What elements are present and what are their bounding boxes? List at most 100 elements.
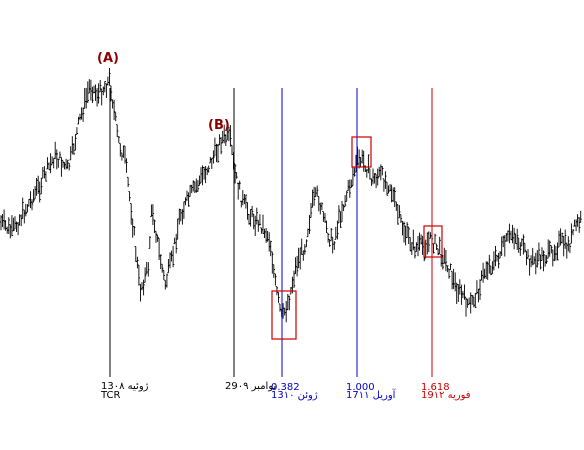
- ohlc-bar: [531, 247, 534, 266]
- ohlc-bar: [537, 242, 541, 262]
- ohlc-bar: [519, 242, 522, 256]
- ohlc-bar: [216, 143, 220, 163]
- ohlc-bar: [30, 199, 34, 211]
- ohlc-bar: [112, 99, 116, 121]
- ohlc-bar: [40, 177, 43, 195]
- ohlc-bar: [357, 149, 361, 169]
- ohlc-bar: [312, 186, 316, 206]
- ohlc-bar: [418, 232, 421, 251]
- ohlc-bar: [64, 158, 68, 170]
- ohlc-bar: [238, 180, 241, 190]
- ohlc-bar: [390, 184, 393, 203]
- ohlc-bar: [114, 112, 117, 122]
- ohlc-bar: [457, 284, 460, 302]
- ohlc-bar: [4, 220, 7, 231]
- ohlc-bar: [475, 280, 479, 295]
- ohlc-bar: [38, 181, 41, 203]
- ohlc-bar: [91, 86, 94, 103]
- ohlc-bar: [429, 232, 432, 239]
- ohlc-bar: [159, 254, 162, 270]
- ohlc-bar: [41, 167, 44, 179]
- ohlc-bar: [348, 179, 351, 198]
- ohlc-bar: [143, 267, 147, 283]
- ohlc-bar: [426, 232, 429, 255]
- ohlc-bar: [153, 219, 156, 233]
- fibonacci-time-lines: [109, 88, 433, 377]
- ohlc-bar: [140, 282, 144, 291]
- ohlc-bar: [550, 245, 553, 254]
- ohlc-bar: [343, 195, 347, 207]
- ohlc-bar: [328, 239, 331, 247]
- ohlc-bar: [542, 250, 545, 272]
- ohlc-bar: [576, 214, 579, 227]
- ohlc-bar: [424, 239, 427, 259]
- ohlc-bar: [260, 227, 263, 234]
- ohlc-bar: [201, 165, 204, 186]
- ohlc-bar: [300, 238, 303, 255]
- ohlc-bar: [378, 166, 381, 178]
- ohlc-bar: [105, 83, 108, 98]
- ohlc-bar: [252, 213, 255, 230]
- ohlc-bar: [449, 263, 452, 271]
- ohlc-bar: [212, 150, 215, 164]
- ohlc-bar: [184, 197, 187, 206]
- ohlc-bar: [16, 222, 20, 236]
- ohlc-bar: [353, 167, 356, 177]
- ohlc-bar: [218, 134, 221, 146]
- ohlc-bar: [395, 201, 398, 211]
- ohlc-bar: [97, 83, 100, 104]
- ohlc-bar: [444, 249, 448, 272]
- ohlc-bar: [512, 227, 516, 250]
- ohlc-bar: [474, 292, 477, 308]
- ohlc-bar: [337, 205, 341, 224]
- ohlc-bar: [325, 220, 328, 233]
- ohlc-bar: [447, 268, 451, 279]
- ohlc-bar: [387, 185, 390, 194]
- ohlc-bar: [88, 79, 91, 94]
- ohlc-bar: [202, 166, 206, 180]
- ohlc-bar: [240, 200, 243, 208]
- ohlc-bar: [393, 187, 396, 207]
- ohlc-bar: [283, 307, 286, 316]
- ohlc-bar: [27, 198, 31, 207]
- ohlc-bar: [122, 145, 125, 158]
- ohlc-bar: [12, 217, 15, 232]
- ohlc-bar: [547, 239, 550, 259]
- ohlc-bar: [416, 236, 420, 257]
- ohlc-bar: [20, 214, 23, 227]
- ohlc-bar: [60, 156, 63, 177]
- ohlc-bar: [412, 229, 415, 251]
- ohlc-bar: [409, 236, 412, 252]
- ohlc-bar: [94, 84, 97, 101]
- ohlc-bar: [464, 297, 468, 317]
- ohlc-bar: [334, 226, 337, 240]
- vline-1618-date-label: 19فوریه ۱۲: [421, 390, 471, 401]
- ohlc-bar: [215, 143, 218, 163]
- ohlc-bar: [50, 156, 54, 165]
- ohlc-bar: [539, 254, 542, 270]
- ohlc-bar: [568, 243, 572, 254]
- vline-1000-ratio-label: 1.000: [346, 382, 375, 393]
- ohlc-bar: [139, 283, 142, 302]
- ohlc-bar: [446, 265, 449, 273]
- ohlc-bar: [46, 157, 49, 170]
- ohlc-bar: [578, 217, 581, 233]
- ohlc-bar: [142, 279, 145, 296]
- ohlc-bar: [472, 296, 475, 308]
- ohlc-bar: [57, 158, 60, 168]
- ohlc-bar: [43, 166, 46, 179]
- ohlc-bar: [494, 246, 497, 267]
- ohlc-bar: [466, 298, 469, 308]
- ohlc-bar: [195, 178, 198, 193]
- ohlc-bar: [441, 254, 444, 270]
- ohlc-bar: [303, 244, 306, 255]
- ohlc-bar: [255, 207, 258, 225]
- ohlc-bar: [269, 240, 272, 257]
- ohlc-bar: [213, 137, 217, 157]
- ohlc-bar: [500, 236, 503, 256]
- vline-382-date-label: 13ژوئن ۱۰: [271, 390, 318, 401]
- ohlc-bar: [63, 162, 66, 170]
- ohlc-bar: [130, 203, 133, 225]
- ohlc-bar: [257, 219, 260, 232]
- ohlc-bar: [188, 184, 192, 198]
